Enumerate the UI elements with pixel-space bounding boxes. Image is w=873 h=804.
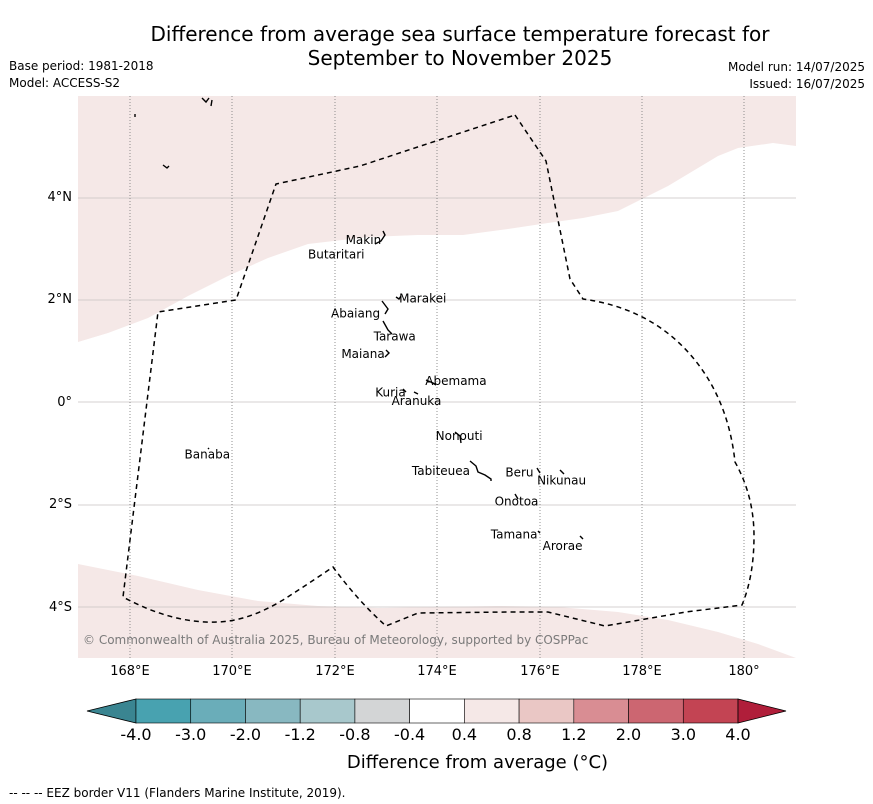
lat-label-4s: 4°S: [48, 600, 72, 615]
island-shape-nikunau: [559, 469, 565, 475]
island-shape-tamana: [537, 530, 541, 534]
title-line-1: Difference from average sea surface temp…: [150, 22, 770, 46]
metadata-right: Model run: 14/07/2025 Issued: 16/07/2025: [728, 59, 865, 93]
island-shape-banaba: [207, 447, 210, 450]
island-shape-tarawa: [382, 320, 393, 335]
issued-text: Issued: 16/07/2025: [749, 77, 865, 91]
island-label-makin: Makin: [346, 233, 382, 247]
island-shape-beru: [536, 467, 541, 474]
lon-label-170e: 170°E: [212, 664, 252, 679]
island-label-nikunau: Nikunau: [537, 474, 586, 488]
eez-border: [122, 114, 755, 627]
island-label-maiana: Maiana: [341, 347, 384, 361]
colorbar[interactable]: [85, 697, 788, 725]
island-label-marakei: Marakei: [399, 291, 446, 305]
colorbar-tick-label: -1.2: [284, 725, 316, 744]
meridian-gridlines: [129, 96, 745, 658]
lon-label-172e: 172°E: [315, 664, 355, 679]
colorbar-tick-label: -4.0: [120, 725, 152, 744]
colorbar-swatches: [86, 698, 787, 724]
colorbar-tick-label: -2.0: [229, 725, 262, 744]
island-shape-nonouti: [454, 431, 462, 444]
lat-label-4n: 4°N: [47, 190, 73, 205]
lon-label-176e: 176°E: [520, 664, 560, 679]
model-text: Model: ACCESS-S2: [9, 76, 121, 90]
colorbar-tick-label: 0.4: [451, 725, 478, 744]
colorbar-swatch-4: [354, 698, 410, 724]
colorbar-tick-label: 1.2: [561, 725, 587, 744]
island-shape-north-1: [201, 97, 213, 107]
island-shape-arorae: [579, 535, 584, 540]
island-label-abaiang: Abaiang: [331, 307, 380, 321]
colorbar-tick-label: 4.0: [725, 725, 751, 744]
lon-label-178e: 178°E: [622, 664, 662, 679]
island-label-tamana: Tamana: [490, 527, 538, 541]
island-shape-onotoa: [514, 493, 519, 500]
island-shape-north-3: [162, 164, 170, 169]
colorbar-swatch-9: [628, 698, 684, 724]
model-run-text: Model run: 14/07/2025: [727, 60, 865, 74]
island-label-tabiteuea: Tabiteuea: [411, 464, 470, 478]
island-label-banaba: Banaba: [185, 448, 231, 462]
map-title: Difference from average sea surface temp…: [80, 22, 840, 70]
anomaly-region-south: [78, 564, 796, 658]
island-outlines: [134, 97, 584, 540]
island-shape-makin: [374, 230, 386, 245]
colorbar-extend-low: [86, 698, 137, 724]
island-shape-kuria: [402, 388, 419, 395]
colorbar-swatch-8: [573, 698, 629, 724]
title-line-2: September to November 2025: [307, 46, 613, 70]
island-label-butaritari: Butaritari: [308, 248, 365, 262]
island-shape-abemama: [425, 379, 437, 386]
island-label-aranuka: Aranuka: [392, 394, 442, 408]
colorbar-swatch-7: [518, 698, 575, 724]
colorbar-label: Difference from average (°C): [346, 752, 609, 773]
copyright-notice: © Commonwealth of Australia 2025, Bureau…: [83, 633, 588, 647]
island-shape-marakei: [395, 295, 402, 300]
lat-label-2n: 2°N: [47, 292, 73, 307]
island-shape-maiana: [384, 349, 390, 358]
colorbar-tick-label: -3.0: [175, 725, 207, 744]
colorbar-tick-label: 0.8: [506, 725, 532, 744]
colorbar-swatch-6: [464, 698, 520, 724]
eez-footnote: -- -- -- EEZ border V11 (Flanders Marine…: [9, 786, 346, 800]
colorbar-swatch-3: [299, 698, 356, 724]
colorbar-swatch-10: [682, 698, 739, 724]
lat-label-2s: 2°S: [48, 497, 72, 512]
colorbar-tick-label: -0.8: [339, 725, 371, 744]
colorbar-tick-label: -0.4: [393, 725, 426, 744]
base-period-text: Base period: 1981-2018: [9, 59, 154, 73]
island-shape-tabiteuea: [469, 460, 492, 481]
colorbar-swatch-2: [245, 698, 301, 724]
lon-label-180: 180°: [728, 664, 760, 679]
colorbar-tick-label: 2.0: [615, 725, 642, 744]
lat-label-0: 0°: [57, 395, 72, 410]
lon-label-168e: 168°E: [110, 664, 150, 679]
lon-label-174e: 174°E: [417, 664, 457, 679]
colorbar-extend-high: [737, 698, 787, 724]
island-label-tarawa: Tarawa: [373, 330, 416, 344]
island-shape-abaiang: [381, 300, 389, 315]
colorbar-swatch-1: [190, 698, 246, 724]
island-label-kuria: Kuria: [375, 385, 406, 399]
colorbar-tick-label: 3.0: [670, 725, 697, 744]
island-label-onotoa: Onotoa: [495, 495, 539, 509]
island-label-arorae: Arorae: [543, 539, 583, 553]
island-label-nonouti: Nonouti: [436, 429, 483, 443]
colorbar-swatch-0: [135, 698, 192, 724]
island-label-abemama: Abemama: [425, 374, 486, 388]
metadata-left: Base period: 1981-2018 Model: ACCESS-S2: [9, 58, 154, 92]
island-label-beru: Beru: [505, 466, 533, 480]
colorbar-swatch-5: [409, 698, 465, 724]
